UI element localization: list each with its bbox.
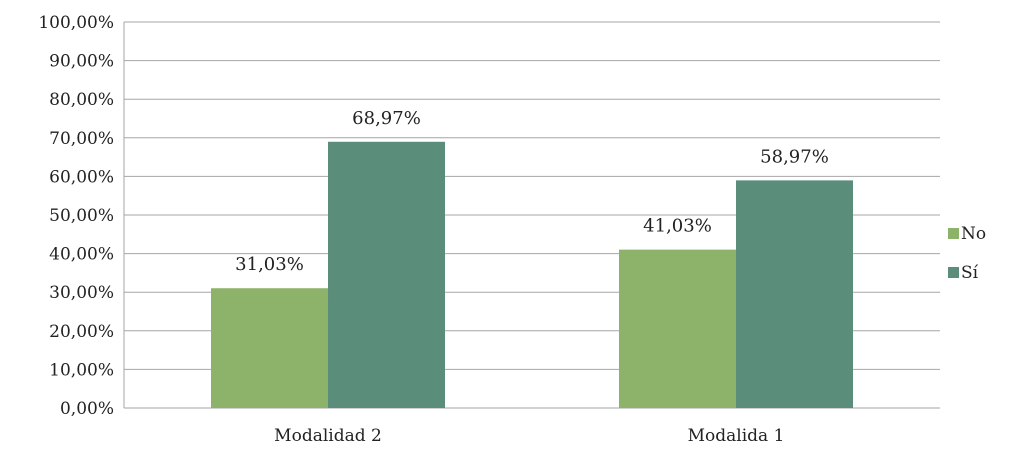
y-tick-label: 30,00% xyxy=(49,283,114,303)
bar-si-1 xyxy=(328,141,445,408)
bar-no-1 xyxy=(211,288,328,408)
x-axis: Modalidad 2 Modalida 1 xyxy=(274,426,784,446)
legend-swatch xyxy=(948,228,959,239)
data-labels: 31,03% 68,97% 41,03% 58,97% xyxy=(235,108,829,275)
legend-label: Sí xyxy=(961,263,979,283)
legend-swatch xyxy=(948,267,959,278)
y-tick-label: 20,00% xyxy=(49,322,114,342)
legend: No Sí xyxy=(948,224,986,283)
bars xyxy=(211,141,853,408)
y-tick-label: 90,00% xyxy=(49,52,114,72)
data-label: 58,97% xyxy=(760,146,829,167)
data-label: 31,03% xyxy=(235,254,304,275)
x-tick-label: Modalida 1 xyxy=(688,426,785,446)
y-axis: 0,00% 10,00% 20,00% 30,00% 40,00% 50,00% 60,00… xyxy=(38,13,125,419)
legend-label: No xyxy=(961,224,986,244)
y-tick-label: 60,00% xyxy=(49,167,114,187)
y-tick-label: 100,00% xyxy=(38,13,114,33)
data-label: 41,03% xyxy=(643,216,712,237)
y-tick-label: 70,00% xyxy=(49,129,114,149)
y-tick-label: 50,00% xyxy=(49,206,114,226)
x-tick-label: Modalidad 2 xyxy=(274,426,382,446)
y-tick-label: 10,00% xyxy=(49,360,114,380)
y-tick-label: 80,00% xyxy=(49,90,114,110)
bar-no-2 xyxy=(619,249,736,408)
y-tick-label: 0,00% xyxy=(60,399,114,419)
data-label: 68,97% xyxy=(352,108,421,129)
bar-si-2 xyxy=(736,180,853,408)
y-tick-label: 40,00% xyxy=(49,245,114,265)
